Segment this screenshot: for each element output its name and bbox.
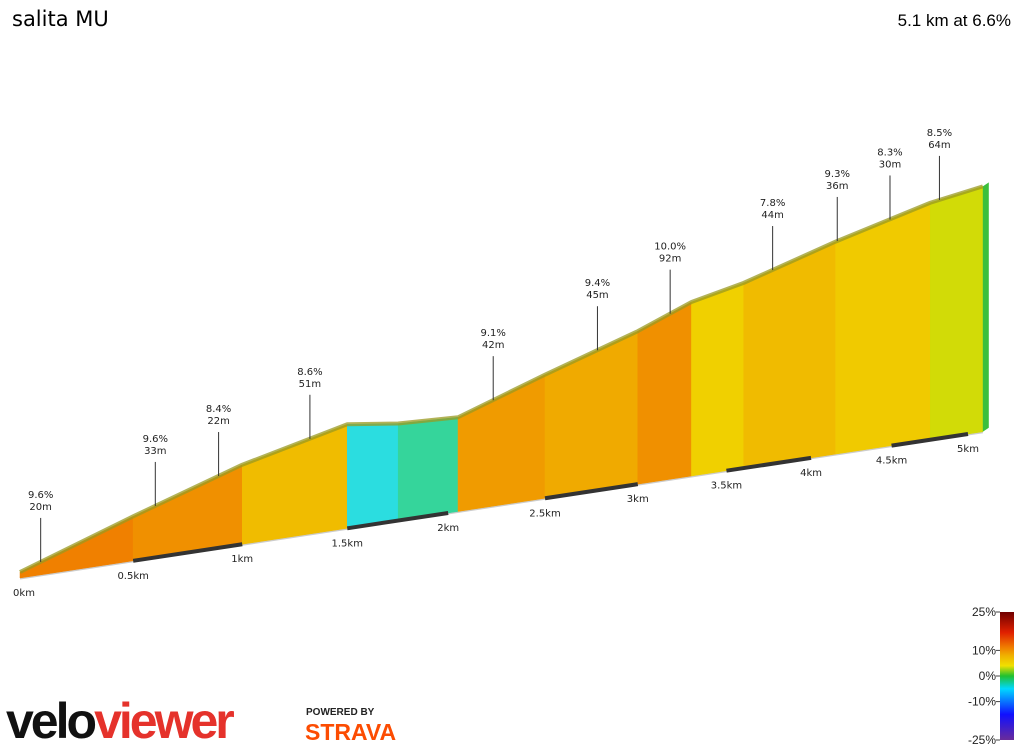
x-tick-label: 5km — [957, 444, 979, 455]
annotation-grade: 9.6% — [28, 490, 53, 501]
end-face — [982, 182, 989, 432]
x-tick-label: 3.5km — [711, 481, 742, 492]
legend-tick-label: 25% — [972, 605, 996, 619]
logo-velo: velo — [6, 693, 96, 749]
annotation-length: 92m — [659, 254, 681, 265]
tick-segment — [132, 542, 243, 563]
profile-segment — [691, 282, 744, 477]
tick-segment — [346, 510, 449, 531]
annotation-length: 22m — [207, 416, 229, 427]
annotation-grade: 8.5% — [927, 128, 952, 139]
annotation-length: 30m — [879, 159, 901, 170]
tick-segment — [891, 432, 969, 448]
logo-viewer: viewer — [94, 693, 234, 749]
annotation-length: 51m — [299, 379, 321, 390]
x-tick-label: 1km — [231, 554, 253, 565]
powered-by: POWERED BY — [306, 707, 375, 718]
annotation-length: 44m — [761, 210, 783, 221]
annotation-grade: 9.1% — [481, 328, 506, 339]
summary: 5.1 km at 6.6% — [898, 11, 1011, 30]
profile-segment — [346, 423, 399, 529]
annotation-length: 42m — [482, 340, 504, 351]
profile-segment — [637, 301, 692, 485]
tick-segment — [544, 482, 639, 501]
annotation-grade: 8.6% — [297, 367, 322, 378]
profile-segment — [930, 186, 984, 441]
x-tick-label: 0km — [13, 588, 35, 599]
legend-tick-label: -10% — [968, 695, 996, 709]
annotation-grade: 7.8% — [760, 198, 785, 209]
annotation-grade: 9.3% — [825, 169, 850, 180]
annotation-grade: 8.4% — [206, 404, 231, 415]
x-tick-label: 0.5km — [117, 571, 148, 582]
annotation-grade: 9.6% — [143, 434, 168, 445]
profile-segment — [397, 416, 459, 521]
annotation-length: 20m — [29, 502, 51, 513]
profile-segment — [544, 330, 639, 499]
profile-segment — [241, 423, 348, 545]
x-tick-label: 1.5km — [332, 538, 363, 549]
profile-segment — [835, 202, 931, 455]
x-tick-label: 2km — [437, 523, 459, 534]
logo: veloviewer — [6, 693, 234, 749]
x-tick-label: 4km — [800, 468, 822, 479]
x-tick-label: 4.5km — [876, 456, 907, 467]
legend-tick-label: -25% — [968, 733, 996, 747]
annotation-length: 33m — [144, 446, 166, 457]
x-tick-label: 2.5km — [529, 508, 560, 519]
strava: STRAVA — [305, 719, 396, 745]
title: salita MU — [12, 7, 109, 31]
legend-tick-label: 0% — [979, 669, 997, 683]
annotation-length: 36m — [826, 181, 848, 192]
annotation-grade: 10.0% — [654, 242, 686, 253]
legend-colorbar — [1000, 612, 1014, 740]
tick-segment — [726, 455, 812, 473]
annotation-length: 64m — [928, 140, 950, 151]
annotation-grade: 8.3% — [877, 147, 902, 158]
legend-tick-label: 10% — [972, 643, 996, 657]
profile-top — [19, 184, 984, 574]
annotation-grade: 9.4% — [585, 278, 610, 289]
annotation-length: 45m — [586, 290, 608, 301]
x-tick-label: 3km — [627, 494, 649, 505]
